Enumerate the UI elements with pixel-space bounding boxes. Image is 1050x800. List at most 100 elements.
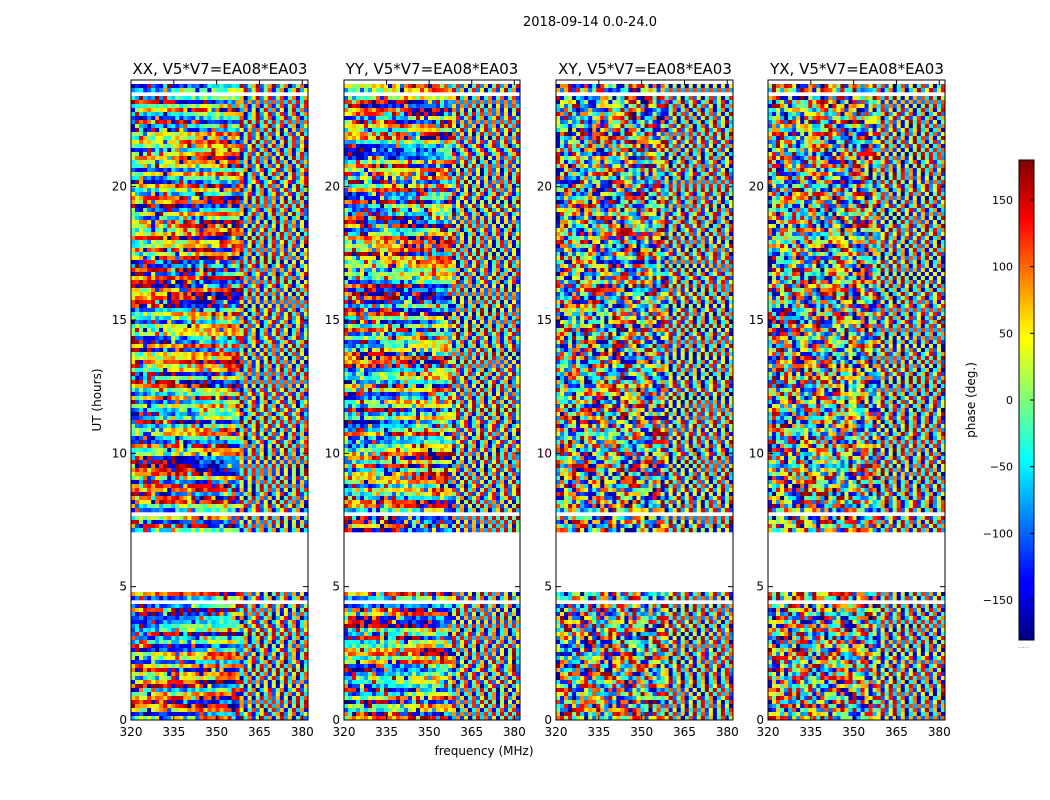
heatmap-cell [179, 248, 183, 252]
heatmap-cell [260, 212, 264, 216]
heatmap-cell [268, 180, 272, 184]
heatmap-cell [300, 148, 304, 152]
heatmap-cell [175, 100, 179, 104]
heatmap-cell [260, 104, 264, 108]
heatmap-cell [175, 180, 179, 184]
heatmap-cell [236, 100, 240, 104]
heatmap-cell [300, 160, 304, 164]
heatmap-cell [171, 168, 175, 172]
heatmap-cell [280, 216, 284, 220]
heatmap-cell [280, 232, 284, 236]
heatmap-cell [280, 116, 284, 120]
heatmap-cell [232, 108, 236, 112]
heatmap-cell [256, 140, 260, 144]
heatmap-cell [195, 236, 199, 240]
heatmap-cell [175, 132, 179, 136]
heatmap-cell [159, 140, 163, 144]
heatmap-cell [187, 224, 191, 228]
heatmap-cell [143, 244, 147, 248]
heatmap-cell [203, 208, 207, 212]
heatmap-cell [191, 180, 195, 184]
heatmap-cell [292, 116, 296, 120]
heatmap-cell [288, 152, 292, 156]
heatmap-cell [248, 144, 252, 148]
heatmap-cell [139, 192, 143, 196]
heatmap-cell [300, 196, 304, 200]
heatmap-cell [220, 196, 224, 200]
heatmap-cell [300, 140, 304, 144]
heatmap-cell [260, 228, 264, 232]
heatmap-cell [151, 148, 155, 152]
heatmap-cell [155, 176, 159, 180]
heatmap-cell [195, 96, 199, 100]
heatmap-cell [135, 84, 139, 88]
heatmap-cell [143, 148, 147, 152]
heatmap-cell [131, 144, 135, 148]
heatmap-cell [236, 240, 240, 244]
heatmap-cell [143, 212, 147, 216]
heatmap-cell [195, 176, 199, 180]
heatmap-cell [191, 212, 195, 216]
heatmap-cell [228, 240, 232, 244]
heatmap-cell [179, 228, 183, 232]
heatmap-cell [207, 148, 211, 152]
heatmap-cell [220, 100, 224, 104]
heatmap-cell [163, 152, 167, 156]
heatmap-cell [215, 96, 219, 100]
heatmap-cell [248, 88, 252, 92]
heatmap-cell [288, 220, 292, 224]
heatmap-cell [203, 172, 207, 176]
heatmap-cell [288, 88, 292, 92]
heatmap-cell [300, 88, 304, 92]
heatmap-cell [159, 232, 163, 236]
heatmap-cell [151, 236, 155, 240]
heatmap-cell [171, 108, 175, 112]
heatmap-cell [276, 176, 280, 180]
heatmap-cell [268, 184, 272, 188]
heatmap-cell [296, 124, 300, 128]
heatmap-cell [143, 116, 147, 120]
heatmap-cell [175, 176, 179, 180]
heatmap-cell [224, 208, 228, 212]
heatmap-cell [191, 160, 195, 164]
heatmap-cell [220, 164, 224, 168]
heatmap-cell [268, 240, 272, 244]
heatmap-cell [284, 108, 288, 112]
heatmap-cell [220, 136, 224, 140]
heatmap-cell [195, 184, 199, 188]
heatmap-cell [292, 160, 296, 164]
heatmap-cell [276, 172, 280, 176]
heatmap-cell [171, 200, 175, 204]
heatmap-cell [248, 132, 252, 136]
heatmap-cell [268, 248, 272, 252]
heatmap-cell [268, 144, 272, 148]
heatmap-cell [175, 240, 179, 244]
heatmap-cell [215, 116, 219, 120]
heatmap-cell [248, 160, 252, 164]
heatmap-cell [179, 240, 183, 244]
heatmap-cell [203, 148, 207, 152]
heatmap-cell [280, 180, 284, 184]
heatmap-cell [280, 156, 284, 160]
heatmap-cell [187, 212, 191, 216]
heatmap-cell [155, 124, 159, 128]
heatmap-cell [171, 184, 175, 188]
heatmap-cell [288, 128, 292, 132]
heatmap-cell [276, 232, 280, 236]
heatmap-cell [171, 220, 175, 224]
heatmap-cell [183, 180, 187, 184]
heatmap-cell [131, 96, 135, 100]
heatmap-cell [292, 200, 296, 204]
heatmap-cell [195, 116, 199, 120]
heatmap-cell [215, 104, 219, 108]
heatmap-cell [288, 172, 292, 176]
heatmap-cell [159, 240, 163, 244]
heatmap-cell [163, 172, 167, 176]
heatmap-cell [260, 196, 264, 200]
heatmap-cell [284, 164, 288, 168]
heatmap-cell [256, 240, 260, 244]
heatmap-cell [244, 96, 248, 100]
heatmap-cell [260, 112, 264, 116]
heatmap-cell [280, 124, 284, 128]
heatmap-cell [147, 88, 151, 92]
